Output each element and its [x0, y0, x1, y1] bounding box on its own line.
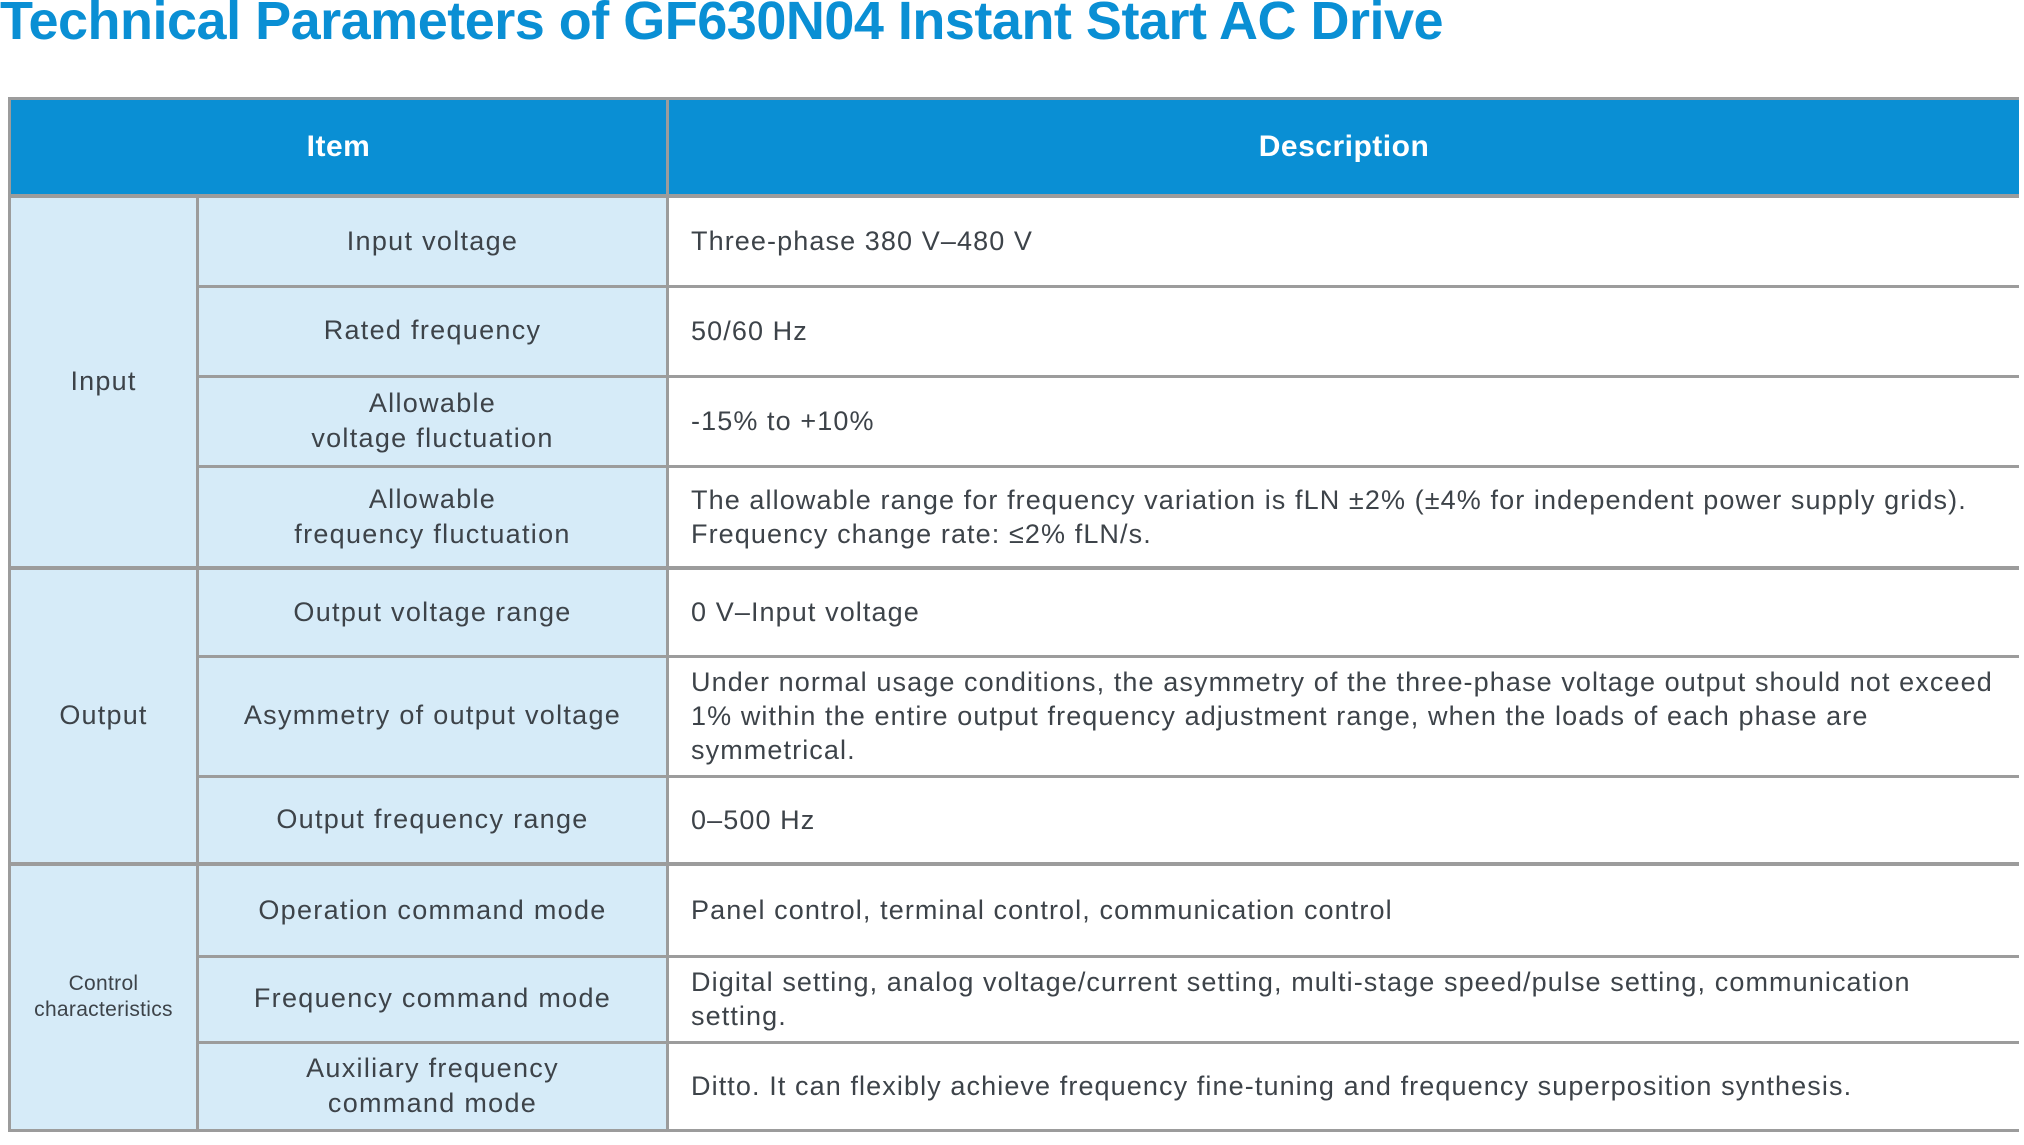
table-header: Item Description: [9, 98, 2019, 198]
table-row: Frequency command mode Digital setting, …: [10, 954, 2019, 1044]
parameter-cell: Auxiliary frequency command mode: [196, 1040, 669, 1132]
parameter-cell: Allowable frequency fluctuation: [196, 464, 669, 570]
parameter-cell: Rated frequency: [196, 284, 669, 378]
table-row: Asymmetry of output voltage Under normal…: [10, 654, 2019, 778]
category-cell-control-characteristics: Control characteristics: [9, 862, 199, 1132]
description-cell: Digital setting, analog voltage/current …: [666, 954, 2019, 1044]
parameter-cell: Operation command mode: [196, 862, 669, 958]
description-cell: 0 V–Input voltage: [666, 566, 2019, 658]
table-row: Rated frequency 50/60 Hz: [10, 284, 2019, 378]
description-cell: Three-phase 380 V–480 V: [666, 194, 2019, 288]
category-cell-input: Input: [9, 194, 199, 570]
table-row: Output Output voltage range 0 V–Input vo…: [9, 566, 2019, 866]
parameter-cell: Input voltage: [196, 194, 669, 288]
description-cell: Under normal usage conditions, the asymm…: [666, 654, 2019, 778]
parameter-cell: Asymmetry of output voltage: [196, 654, 669, 778]
column-header-description: Description: [666, 98, 2019, 198]
description-cell: 50/60 Hz: [666, 284, 2019, 378]
table-row: Auxiliary frequency command mode Ditto. …: [10, 1040, 2019, 1132]
table-row: Input Input voltage Three-phase 380 V–48…: [9, 194, 2019, 570]
table-row: Output frequency range 0–500 Hz: [10, 774, 2019, 866]
category-cell-output: Output: [9, 566, 199, 866]
table-row: Control characteristics Operation comman…: [9, 862, 2019, 1132]
description-cell: The allowable range for frequency variat…: [666, 464, 2019, 570]
description-cell: 0–500 Hz: [666, 774, 2019, 866]
table-row: Allowable frequency fluctuation The allo…: [10, 464, 2019, 570]
parameter-cell: Allowable voltage fluctuation: [196, 374, 669, 468]
page-title: Technical Parameters of GF630N04 Instant…: [0, 0, 1444, 51]
parameter-cell: Output voltage range: [196, 566, 669, 658]
description-cell: Ditto. It can flexibly achieve frequency…: [666, 1040, 2019, 1132]
column-header-item: Item: [9, 98, 669, 198]
description-cell: Panel control, terminal control, communi…: [666, 862, 2019, 958]
header-row: Item Description: [9, 98, 2019, 198]
description-cell: -15% to +10%: [666, 374, 2019, 468]
table-body: Input Input voltage Three-phase 380 V–48…: [9, 194, 2019, 1132]
table-row: Allowable voltage fluctuation -15% to +1…: [10, 374, 2019, 468]
parameter-cell: Frequency command mode: [196, 954, 669, 1044]
parameter-cell: Output frequency range: [196, 774, 669, 866]
parameters-table: Item Description Input Input voltage Thr…: [8, 97, 2019, 1132]
